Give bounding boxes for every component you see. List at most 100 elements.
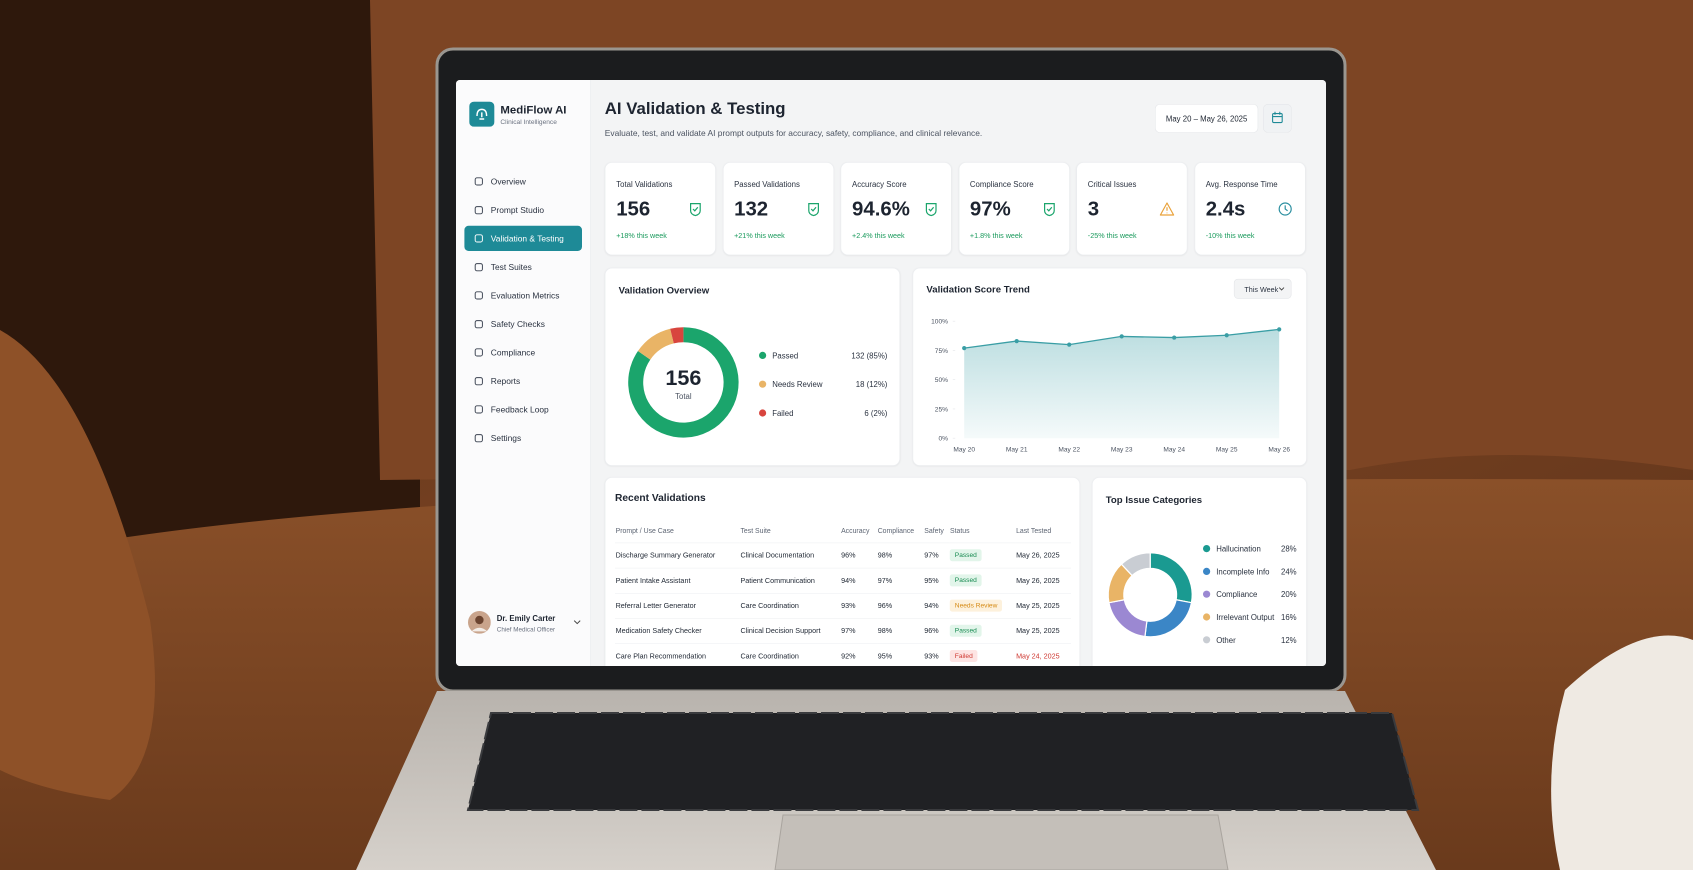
user-name: Dr. Emily Carter [496,614,556,623]
legend-label: Incomplete Info [1216,567,1270,576]
data-point [1067,342,1072,347]
icon-shape [474,177,483,186]
calendar-button[interactable] [1263,104,1292,133]
table-cell: Needs Review [949,592,1016,619]
nav-icon [474,262,483,271]
status-badge: Needs Review [949,599,1003,612]
table-cell: 97% [923,542,950,568]
nav-label: Reports [490,376,521,386]
legend-value: 12% [1281,636,1297,645]
donut-segment [1120,552,1151,577]
nav-item[interactable]: Overview [464,169,582,194]
nav-label: Compliance [490,347,536,358]
nav-label: Prompt Studio [490,205,545,215]
icon-shape [474,433,483,442]
nav-icon [474,205,483,214]
kpi-change: +2.4% this week [852,231,905,240]
table-cell: Care Coordination [739,592,841,619]
nav-item[interactable]: Compliance [464,340,582,365]
table-cell: 92% [840,643,878,666]
kpi-value: 132 [734,197,769,221]
cushion [0,330,155,800]
nav-label: Settings [490,433,522,443]
nav-item[interactable]: Settings [464,425,582,450]
data-point [1119,334,1124,339]
x-tick-label: May 21 [1006,446,1028,453]
kpi-card: Accuracy Score 94.6% +2.4% this week [840,162,952,256]
period-dropdown[interactable] [1233,278,1292,299]
nav-item[interactable]: Feedback Loop [464,397,582,422]
legend-label: Failed [772,409,793,418]
kpi-label: Passed Validations [734,179,800,189]
legend-label: Irrelevant Output [1216,613,1275,622]
nav-item[interactable]: Evaluation Metrics [464,283,582,308]
kpi-label: Avg. Response Time [1205,179,1278,189]
legend-value: 6 (2%) [864,409,887,418]
user-menu-chevron[interactable] [573,620,581,625]
legend-swatch [759,380,767,388]
kpi-card: Avg. Response Time 2.4s -10% this week [1194,162,1306,256]
table-cell: 97% [840,617,878,644]
dropdown-chevron [1278,287,1285,291]
donut-chart: Validation Overview Passed 132 (85%) Needs … [619,286,888,438]
table-row[interactable]: Medication Safety Checker Clinical Decisi… [615,617,1071,644]
validation-overview-card: Validation Overview Passed 132 (85%) Needs … [604,267,900,466]
status-badge: Passed [949,624,982,637]
x-tick-label: May 24 [1163,446,1185,453]
x-tick-label: May 26 [1268,446,1290,453]
icon-shape [1284,205,1288,212]
kpi-icon [1043,203,1055,217]
legend-swatch [1203,590,1211,598]
date-range-picker[interactable]: May 20 – May 26, 2025 [1155,104,1259,133]
icon-shape [474,376,483,385]
column-header: Safety [924,527,944,535]
legend-label: Passed [772,351,798,360]
kpi-icon [689,203,701,217]
table-row[interactable]: Referral Letter Generator Care Coordinati… [615,592,1071,619]
table-row[interactable]: Care Plan Recommendation Care Coordinatio… [615,643,1071,666]
y-tick-label: 75% [935,348,948,355]
kpi-card: Critical Issues 3 -25% this week [1076,162,1188,256]
line-chart: Validation Score Trend This Week 0% 25% 50% 7… [926,278,1292,453]
nav-label: Feedback Loop [490,404,549,415]
table-cell: May 26, 2025 [1015,542,1071,568]
nav-item[interactable]: Reports [464,368,582,393]
data-point [962,346,967,351]
nav-item[interactable]: Validation & Testing [464,225,582,251]
nav-item[interactable]: Prompt Studio [464,197,582,222]
x-tick-label: May 23 [1111,446,1133,453]
kpi-label: Critical Issues [1087,179,1137,189]
x-tick-label: May 20 [953,446,975,453]
table-cell: May 26, 2025 [1015,567,1071,593]
chart-title: Top Issue Categories [1106,495,1202,506]
nav-item[interactable]: Safety Checks [464,311,582,336]
table-row[interactable]: Discharge Summary Generator Clinical Docu… [615,542,1071,568]
donut-segment [637,328,674,360]
kpi-icon [1159,202,1175,216]
nav-icon [474,348,483,357]
kpi-change: +18% this week [616,231,667,240]
status-badge: Passed [949,549,982,562]
user-role: Chief Medical Officer [496,626,556,634]
data-point [1172,335,1177,340]
table-cell: 94% [840,567,878,593]
legend-swatch [1203,545,1211,553]
keys [466,712,1420,811]
table-cell: 98% [877,617,924,644]
nav-item[interactable]: Test Suites [464,254,582,279]
brand-name: MediFlow AI [500,104,567,117]
table-row[interactable]: Patient Intake Assistant Patient Communic… [615,567,1071,593]
table-cell: Failed [949,643,1016,666]
sidebar: MediFlow AI Clinical Intelligence Overvi… [456,80,591,666]
legend-value: 20% [1281,590,1297,599]
column-header: Status [949,527,970,535]
keyboard [468,713,1418,810]
nav-label: Test Suites [490,262,532,272]
table-header-row: Prompt / Use Case Test Suite Accuracy Compl… [615,520,1071,543]
nav-label: Safety Checks [490,319,545,329]
icon-shape [1159,202,1175,216]
avatar [468,611,491,634]
legend-value: 132 (85%) [851,351,887,360]
legend-swatch [759,351,767,359]
